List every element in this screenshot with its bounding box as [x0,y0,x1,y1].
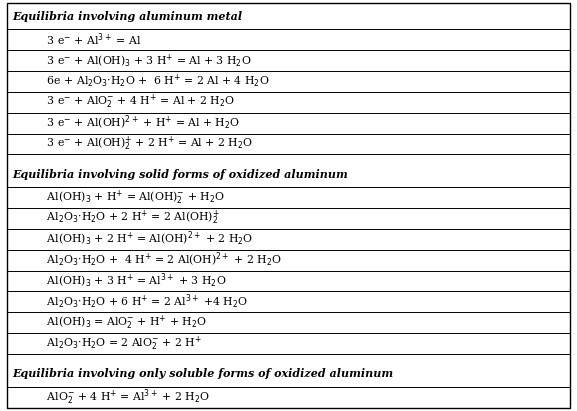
Text: Al$_{2}$O$_{3}$·H$_{2}$O + 2 H$^{+}$ = 2 Al(OH)$_{2}^{+}$: Al$_{2}$O$_{3}$·H$_{2}$O + 2 H$^{+}$ = 2… [33,209,220,227]
Text: Al(OH)$_{3}$ + H$^{+}$ = Al(OH)$_{2}^{-}$ + H$_{2}$O: Al(OH)$_{3}$ + H$^{+}$ = Al(OH)$_{2}^{-}… [33,188,224,206]
Text: AlO$_{2}^{-}$ + 4 H$^{+}$ = Al$^{3+}$ + 2 H$_{2}$O: AlO$_{2}^{-}$ + 4 H$^{+}$ = Al$^{3+}$ + … [33,387,210,407]
Text: Equilibria involving solid forms of oxidized aluminum: Equilibria involving solid forms of oxid… [13,169,349,180]
Text: Equilibria involving aluminum metal: Equilibria involving aluminum metal [13,11,243,22]
Text: 3 e$^{-}$ + Al(OH)$^{2+}$ + H$^{+}$ = Al + H$_{2}$O: 3 e$^{-}$ + Al(OH)$^{2+}$ + H$^{+}$ = Al… [33,114,240,132]
Text: Al$_{2}$O$_{3}$·H$_{2}$O +  4 H$^{+}$ = 2 Al(OH)$^{2+}$ + 2 H$_{2}$O: Al$_{2}$O$_{3}$·H$_{2}$O + 4 H$^{+}$ = 2… [33,251,282,269]
Text: 3 e$^{-}$ + Al(OH)$_{2}^{+}$ + 2 H$^{+}$ = Al + 2 H$_{2}$O: 3 e$^{-}$ + Al(OH)$_{2}^{+}$ + 2 H$^{+}$… [33,135,253,153]
Text: 3 e$^{-}$ + Al(OH)$_{3}$ + 3 H$^{+}$ = Al + 3 H$_{2}$O: 3 e$^{-}$ + Al(OH)$_{3}$ + 3 H$^{+}$ = A… [33,52,252,69]
Text: 3 e$^{-}$ + AlO$_{2}^{-}$ + 4 H$^{+}$ = Al + 2 H$_{2}$O: 3 e$^{-}$ + AlO$_{2}^{-}$ + 4 H$^{+}$ = … [33,93,235,111]
Text: Al$_{2}$O$_{3}$·H$_{2}$O + 6 H$^{+}$ = 2 Al$^{3+}$ +4 H$_{2}$O: Al$_{2}$O$_{3}$·H$_{2}$O + 6 H$^{+}$ = 2… [33,293,248,311]
Text: Equilibria involving only soluble forms of oxidized aluminum: Equilibria involving only soluble forms … [13,368,394,379]
Text: 6e + Al$_{2}$O$_{3}$·H$_{2}$O +  6 H$^{+}$ = 2 Al + 4 H$_{2}$O: 6e + Al$_{2}$O$_{3}$·H$_{2}$O + 6 H$^{+}… [33,73,269,90]
Text: Al(OH)$_{3}$ + 2 H$^{+}$ = Al(OH)$^{2+}$ + 2 H$_{2}$O: Al(OH)$_{3}$ + 2 H$^{+}$ = Al(OH)$^{2+}$… [33,230,253,248]
Text: 3 e$^{-}$ + Al$^{3+}$ = Al: 3 e$^{-}$ + Al$^{3+}$ = Al [33,31,141,48]
Text: Al(OH)$_{3}$ = AlO$_{2}^{-}$ + H$^{+}$ + H$_{2}$O: Al(OH)$_{3}$ = AlO$_{2}^{-}$ + H$^{+}$ +… [33,314,207,332]
Text: Al(OH)$_{3}$ + 3 H$^{+}$ = Al$^{3+}$ + 3 H$_{2}$O: Al(OH)$_{3}$ + 3 H$^{+}$ = Al$^{3+}$ + 3… [33,272,226,290]
Text: Al$_{2}$O$_{3}$·H$_{2}$O = 2 AlO$_{2}^{-}$ + 2 H$^{+}$: Al$_{2}$O$_{3}$·H$_{2}$O = 2 AlO$_{2}^{-… [33,335,201,353]
